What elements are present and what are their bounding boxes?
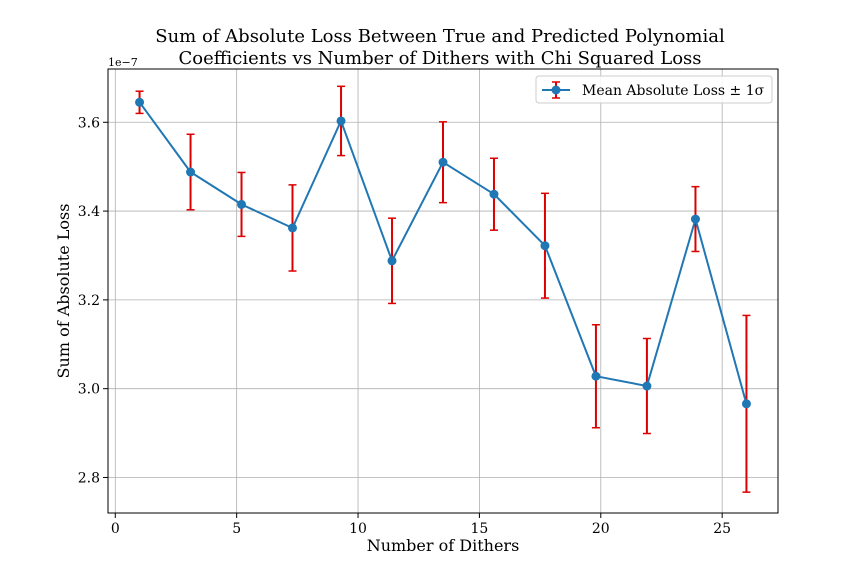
x-tick-label: 15 xyxy=(470,521,488,537)
y-tick-label: 2.8 xyxy=(78,470,100,486)
y-axis-label: Sum of Absolute Loss xyxy=(54,204,73,379)
data-point xyxy=(690,214,700,224)
x-axis-label: Number of Dithers xyxy=(367,536,520,555)
data-point xyxy=(237,199,247,209)
x-tick-label: 10 xyxy=(349,521,367,537)
legend-marker-swatch xyxy=(551,85,561,95)
y-tick-label: 3.0 xyxy=(78,382,100,398)
data-point xyxy=(287,223,297,233)
series-layer xyxy=(135,85,751,493)
plot-area-frame xyxy=(107,68,779,514)
x-tick-label: 5 xyxy=(232,521,241,537)
axis-ticks: 0 5 10 15 20 25 2.8 3.0 3.2 3.4 3.6 xyxy=(78,115,731,537)
data-point xyxy=(642,381,652,391)
x-tick-label: 0 xyxy=(111,521,120,537)
data-point xyxy=(489,189,499,199)
data-point xyxy=(540,241,550,251)
x-tick-label: 20 xyxy=(592,521,610,537)
data-point xyxy=(336,116,346,126)
y-offset-label: 1e−7 xyxy=(108,56,138,69)
y-tick-label: 3.4 xyxy=(78,204,100,220)
y-tick-label: 3.6 xyxy=(78,115,100,131)
data-point xyxy=(438,157,448,167)
data-point xyxy=(135,97,145,107)
y-tick-label: 3.2 xyxy=(78,293,100,309)
x-tick-label: 25 xyxy=(713,521,731,537)
data-point xyxy=(387,256,397,266)
data-point xyxy=(741,399,751,409)
legend-label: Mean Absolute Loss ± 1σ xyxy=(582,83,765,99)
legend-box xyxy=(535,75,773,104)
data-point xyxy=(591,371,601,381)
legend: Mean Absolute Loss ± 1σ xyxy=(535,75,773,104)
chart-title-line2: Coefficients vs Number of Dithers with C… xyxy=(178,48,701,69)
data-point xyxy=(186,167,196,177)
chart-title-line1: Sum of Absolute Loss Between True and Pr… xyxy=(155,26,725,47)
